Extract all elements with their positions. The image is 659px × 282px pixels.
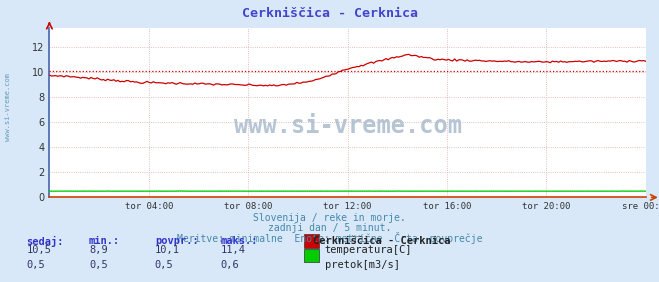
- Text: sedaj:: sedaj:: [26, 236, 64, 247]
- Text: sre 00:00: sre 00:00: [621, 202, 659, 211]
- Text: 11,4: 11,4: [221, 245, 246, 255]
- Text: 10,1: 10,1: [155, 245, 180, 255]
- Text: 8,9: 8,9: [89, 245, 107, 255]
- Text: povpr.:: povpr.:: [155, 236, 198, 246]
- Text: tor 08:00: tor 08:00: [224, 202, 272, 211]
- Text: temperatura[C]: temperatura[C]: [325, 245, 413, 255]
- Text: 0,5: 0,5: [155, 260, 173, 270]
- Text: 0,5: 0,5: [89, 260, 107, 270]
- Text: tor 04:00: tor 04:00: [125, 202, 173, 211]
- Text: min.:: min.:: [89, 236, 120, 246]
- Text: Meritve: minimalne  Enote: metrične  Črta: povprečje: Meritve: minimalne Enote: metrične Črta:…: [177, 232, 482, 244]
- Text: tor 12:00: tor 12:00: [324, 202, 372, 211]
- Text: tor 20:00: tor 20:00: [522, 202, 571, 211]
- Text: 10,5: 10,5: [26, 245, 51, 255]
- Text: maks.:: maks.:: [221, 236, 258, 246]
- Text: pretok[m3/s]: pretok[m3/s]: [325, 260, 400, 270]
- Text: Cerkniščica - Cerknica: Cerkniščica - Cerknica: [241, 7, 418, 20]
- Text: www.si-vreme.com: www.si-vreme.com: [234, 114, 461, 138]
- Text: 0,5: 0,5: [26, 260, 45, 270]
- Text: Cerkniščica - Cerknica: Cerkniščica - Cerknica: [313, 236, 451, 246]
- Text: Slovenija / reke in morje.: Slovenija / reke in morje.: [253, 213, 406, 223]
- Text: www.si-vreme.com: www.si-vreme.com: [5, 73, 11, 141]
- Text: zadnji dan / 5 minut.: zadnji dan / 5 minut.: [268, 223, 391, 233]
- Text: 0,6: 0,6: [221, 260, 239, 270]
- Text: tor 16:00: tor 16:00: [423, 202, 471, 211]
